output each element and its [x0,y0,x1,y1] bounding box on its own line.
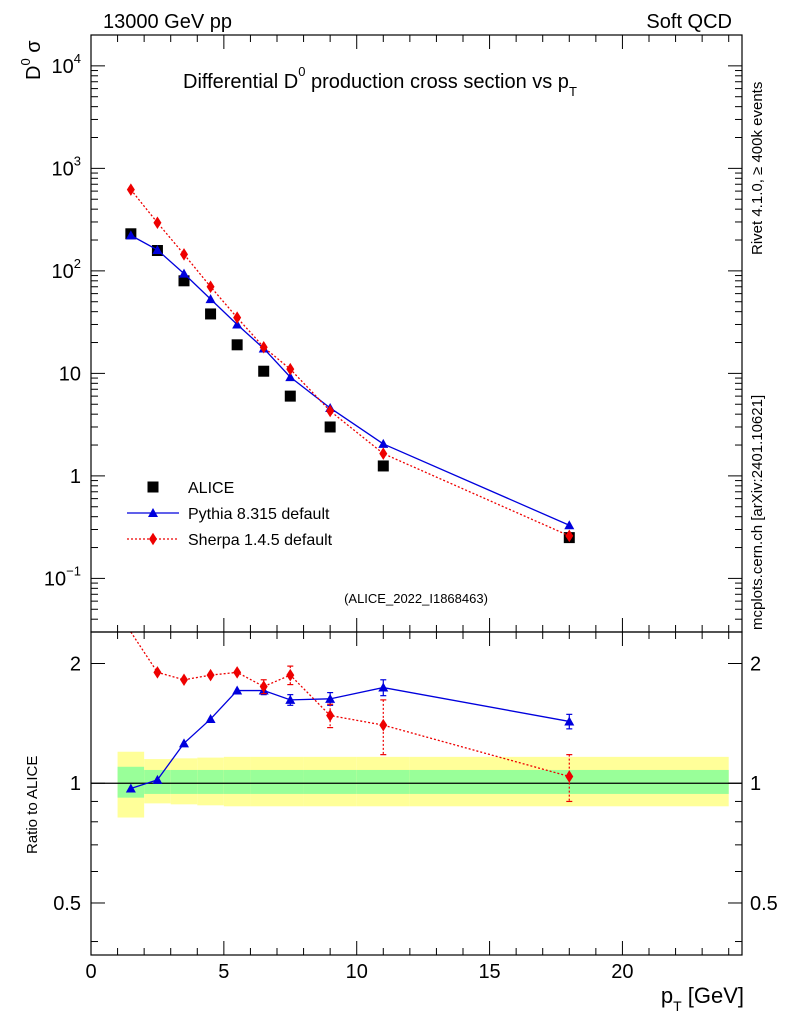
category-label: Soft QCD [646,11,732,33]
sherpa-point-0 [126,183,135,196]
legend-marker-sherpa [149,532,157,546]
alice-point-3 [205,308,217,320]
sherpa-ratio-point-8 [379,718,388,732]
pythia-ratio-point-8 [378,682,389,692]
sherpa-point-3 [206,280,215,294]
sherpa-ratio-point-7 [326,709,335,722]
sherpa-ratio-point-2 [180,673,188,687]
plot-title: Differential D0 production cross section… [183,64,577,99]
x-tick-label-0: 0 [85,961,96,983]
pythia-ratio-point-3 [205,714,216,724]
alice-point-8 [377,460,389,472]
sherpa-ratio-point-1 [153,666,162,679]
ratio-series-sherpa [130,631,574,803]
pythia-ratio-point-9 [564,716,575,726]
pythia-ratio-point-6 [285,694,296,704]
pythia-ratio-point-1 [152,774,163,784]
ratio-ytick-label-right-0: 2 [750,653,761,675]
pythia-point-1 [152,244,163,254]
band-inner-2 [170,769,198,794]
band-inner-3 [197,769,224,794]
mcplots-label: mcplots.cern.ch [arXiv:2401.10621] [749,395,766,630]
x-tick-label-4: 20 [611,961,633,983]
sherpa-ratio-point-9 [565,770,574,783]
sherpa-ratio-point-6 [286,668,295,682]
band-inner-8 [356,769,410,794]
sherpa-ratio-point-3 [206,668,215,682]
y-axis-label: D0 σ [18,40,45,80]
sherpa-point-8 [379,447,388,460]
main-ytick-label-4: 1 [70,466,81,488]
pythia-point-0 [125,230,136,240]
legend-label-pythia: Pythia 8.315 default [188,506,330,523]
band-inner-5 [250,769,277,794]
legend: ALICE Pythia 8.315 default Sherpa 1.4.5 de… [127,480,333,549]
ratio-panel-frame [90,631,743,956]
main-ytick-label-1: 103 [52,153,81,180]
x-tick-label-3: 15 [478,961,500,983]
main-ytick-label-5: 10−1 [44,563,81,590]
sherpa-point-1 [153,216,162,229]
plot-frames [90,34,743,956]
main-ytick-label-0: 104 [52,51,81,78]
pythia-point-6 [285,372,296,382]
sherpa-ratio-point-4 [233,666,242,679]
ratio-ytick-label-left-2: 0.5 [53,893,81,915]
ratio-ytick-label-right-2: 0.5 [750,893,778,915]
analysis-id: (ALICE_2022_I1868463) [344,591,488,606]
alice-point-2 [178,275,190,287]
pythia-point-9 [564,520,575,530]
sherpa-point-2 [180,248,188,261]
rivet-label: Rivet 4.1.0, ≥ 400k events [749,82,766,255]
x-tick-label-2: 10 [346,961,368,983]
alice-point-5 [258,365,270,377]
pythia-ratio-point-2 [179,738,189,748]
pythia-line [130,234,570,526]
band-inner-6 [277,769,304,794]
x-tick-label-1: 5 [218,961,229,983]
pythia-point-4 [232,319,243,329]
main-ytick-label-2: 102 [52,256,81,283]
collision-label: 13000 GeV pp [103,11,232,33]
series-layer [125,183,575,803]
alice-point-7 [324,421,336,433]
main-ytick-label-3: 10 [59,363,81,385]
alice-point-6 [284,390,296,402]
legend-label-sherpa: Sherpa 1.4.5 default [188,532,333,549]
sherpa-point-6 [286,362,295,376]
band-inner-7 [303,769,357,794]
legend-marker-pythia [148,508,158,517]
sherpa-line [130,189,570,537]
alice-point-4 [231,339,243,351]
pythia-ratio-point-7 [325,693,336,703]
sherpa-point-7 [326,404,335,418]
sherpa-point-9 [565,529,574,543]
band-inner-0 [117,766,145,798]
pythia-ratio-point-0 [125,783,136,793]
pythia-ratio-line [130,686,570,790]
sherpa-point-5 [259,340,268,354]
series-sherpa [126,183,574,543]
ratio-uncertainty-bands [91,751,742,818]
sherpa-ratio-point-5 [259,680,268,693]
sherpa-point-4 [233,311,242,324]
legend-label-alice: ALICE [188,480,234,497]
ratio-series-pythia [125,679,575,793]
pythia-point-8 [378,438,389,448]
pythia-point-2 [179,268,189,278]
ratio-ytick-label-left-1: 1 [70,773,81,795]
band-inner-4 [223,769,251,794]
x-axis-label: pT [GeV] [661,983,744,1014]
ratio-ytick-label-left-0: 2 [70,653,81,675]
sherpa-ratio-line [130,631,570,778]
legend-marker-alice [147,481,159,493]
ratio-axis-label: Ratio to ALICE [24,756,41,854]
pythia-point-3 [205,294,216,304]
pythia-ratio-point-4 [232,685,243,695]
ratio-ytick-label-right-1: 1 [750,773,761,795]
